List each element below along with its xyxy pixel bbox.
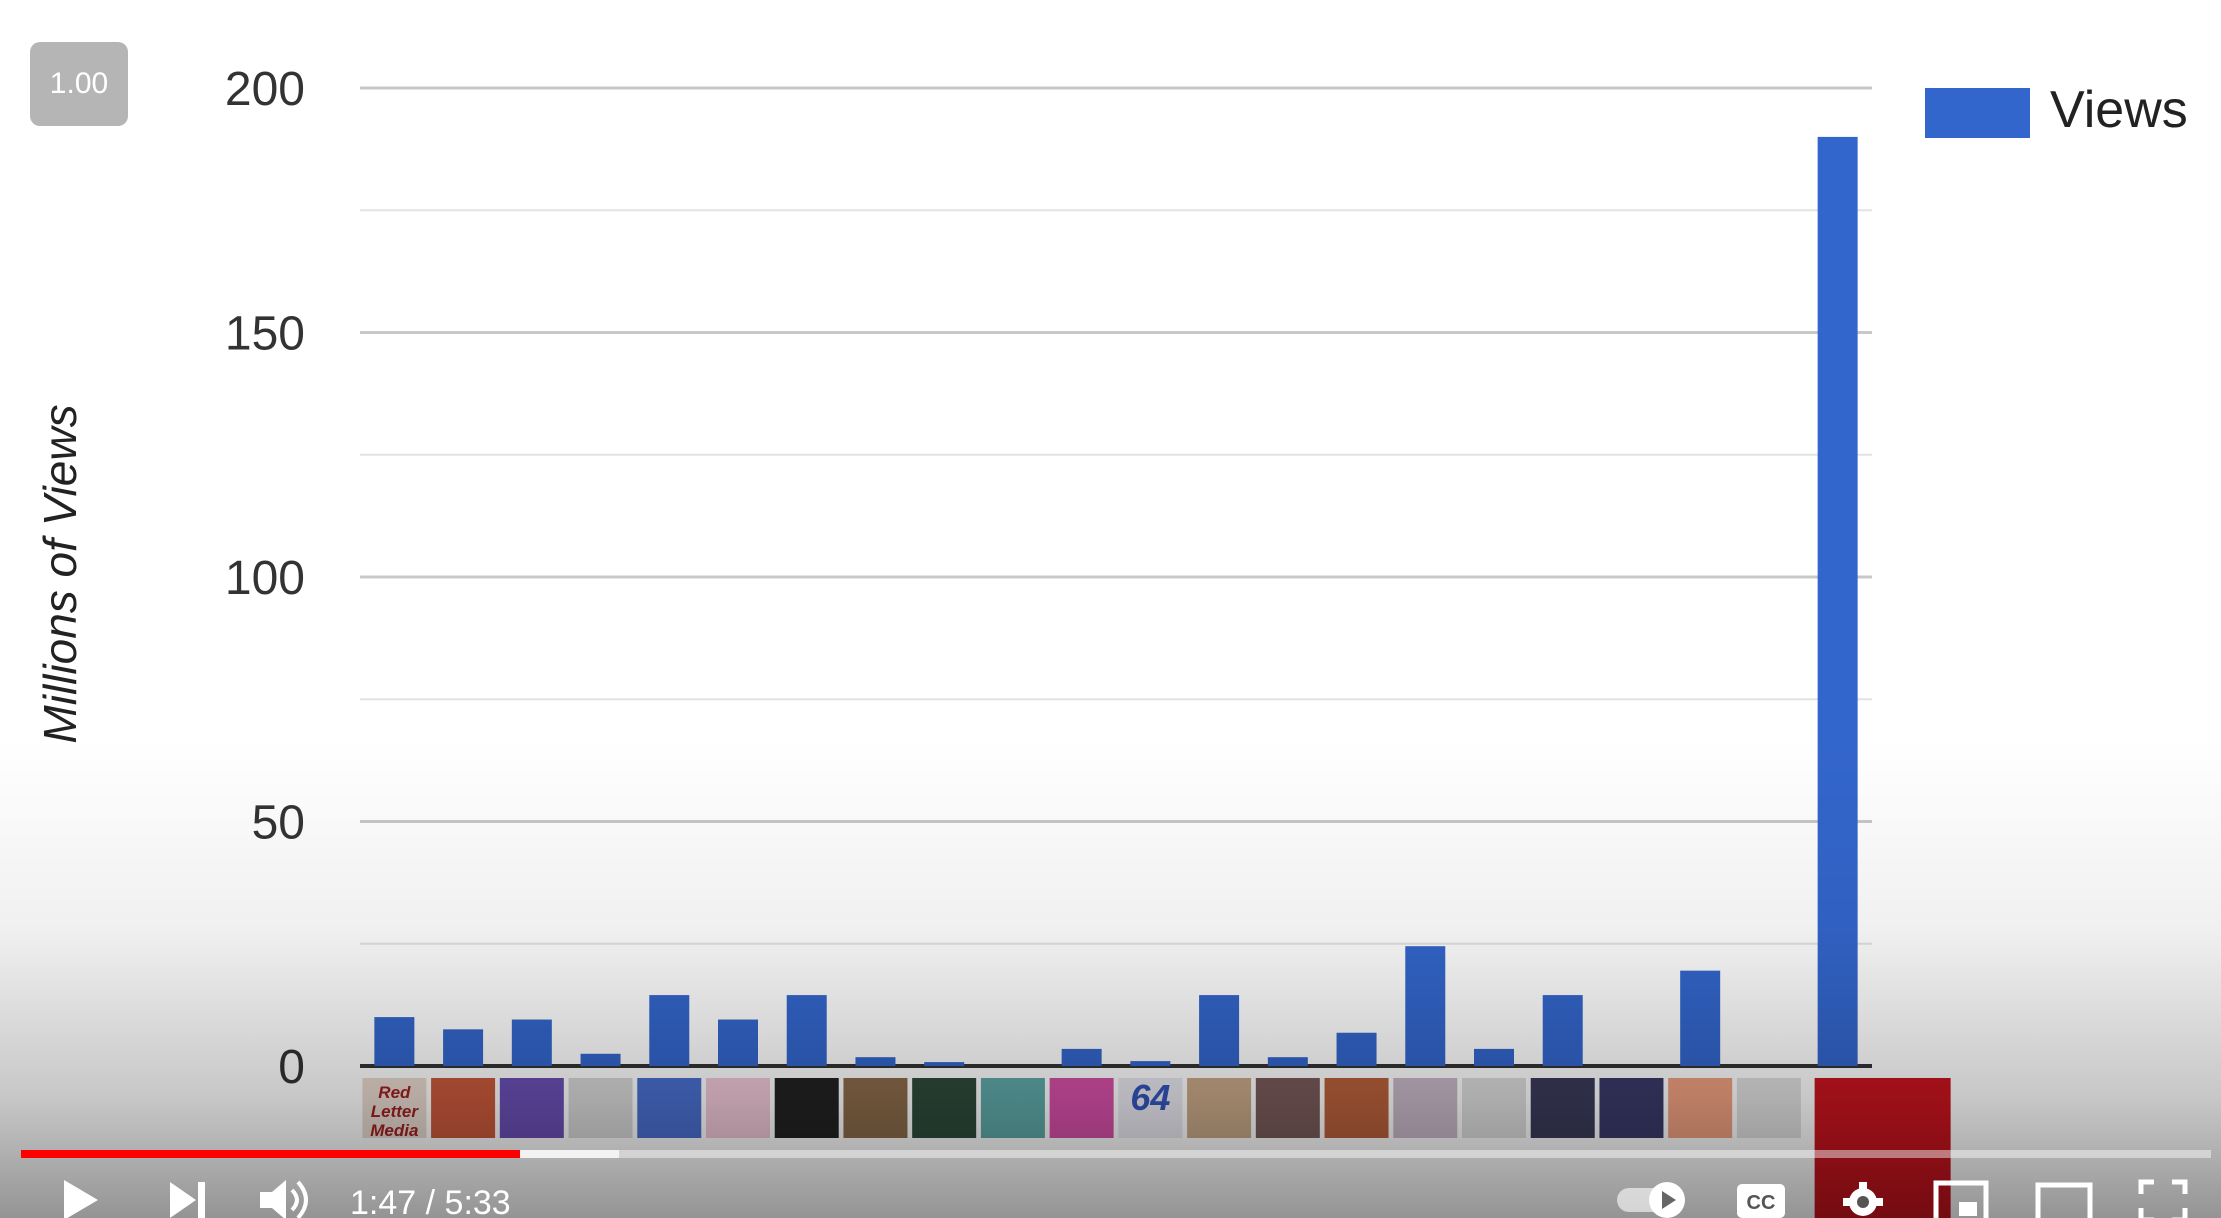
legend-label: Views xyxy=(2050,81,2188,139)
y-tick-label: 50 xyxy=(252,797,305,850)
category-label: Letter xyxy=(371,1102,420,1121)
bar xyxy=(855,1057,896,1066)
y-axis-label: Millions of Views xyxy=(34,404,86,744)
category-thumbnail xyxy=(362,1078,427,1138)
category-thumbnail xyxy=(568,1078,633,1138)
bar xyxy=(1474,1048,1514,1066)
y-tick-label: 150 xyxy=(225,308,305,361)
category-label: Red xyxy=(378,1083,411,1102)
category-label: 64 xyxy=(1130,1077,1170,1118)
settings-button[interactable] xyxy=(1840,1178,1886,1218)
bar xyxy=(1680,970,1721,1066)
time-current: 1:47 xyxy=(350,1184,417,1218)
bar xyxy=(1061,1048,1102,1066)
mute-button[interactable] xyxy=(258,1178,314,1218)
category-thumbnail xyxy=(1599,1078,1664,1138)
next-icon xyxy=(170,1182,205,1218)
play-icon xyxy=(64,1180,98,1218)
category-thumbnail xyxy=(980,1078,1045,1138)
time-separator: / xyxy=(416,1184,445,1218)
y-tick-label: 200 xyxy=(225,63,305,116)
fullscreen-button[interactable] xyxy=(2138,1178,2188,1218)
bar xyxy=(1336,1032,1377,1066)
player-controls: 1:47 / 5:33 CC xyxy=(0,1168,2221,1218)
y-tick-label: 0 xyxy=(278,1041,305,1094)
progress-played xyxy=(21,1150,521,1158)
category-thumbnail xyxy=(637,1078,702,1138)
theater-mode-button[interactable] xyxy=(2035,1178,2093,1218)
bar xyxy=(924,1062,965,1066)
category-thumbnail xyxy=(1462,1078,1526,1138)
category-thumbnail xyxy=(774,1078,839,1138)
bar xyxy=(1267,1057,1308,1066)
category-thumbnail xyxy=(1530,1078,1595,1138)
fullscreen-icon xyxy=(2138,1179,2188,1218)
bar xyxy=(1817,136,1858,1066)
bar xyxy=(374,1017,415,1066)
category-thumbnail xyxy=(843,1078,908,1138)
bar xyxy=(443,1029,484,1066)
captions-label: CC xyxy=(1747,1192,1776,1214)
miniplayer-icon xyxy=(1933,1180,1989,1218)
category-thumbnail xyxy=(1393,1078,1458,1138)
theater-mode-icon xyxy=(2035,1182,2093,1218)
bar xyxy=(786,995,827,1066)
category-thumbnail xyxy=(1736,1078,1801,1138)
category-label: Media xyxy=(370,1121,418,1140)
bar xyxy=(718,1019,758,1066)
bar xyxy=(580,1053,621,1066)
settings-icon xyxy=(1843,1182,1883,1216)
playback-speed-badge: 1.00 xyxy=(30,42,128,126)
captions-icon: CC xyxy=(1737,1184,1785,1218)
play-button[interactable] xyxy=(58,1178,102,1218)
chart-gridlines xyxy=(360,86,1872,1068)
bar xyxy=(1199,995,1240,1066)
category-thumbnail xyxy=(706,1078,770,1138)
bar xyxy=(1542,995,1583,1066)
chart-bars xyxy=(374,136,1858,1066)
category-thumbnail xyxy=(1814,1078,1951,1218)
category-thumbnail xyxy=(1324,1078,1389,1138)
volume-icon xyxy=(260,1180,308,1218)
bar xyxy=(511,1019,552,1066)
category-thumbnail xyxy=(1668,1078,1733,1138)
autoplay-toggle-icon xyxy=(1617,1182,1685,1218)
category-thumbnail xyxy=(1187,1078,1252,1138)
autoplay-toggle[interactable] xyxy=(1615,1178,1689,1218)
category-thumbnail xyxy=(499,1078,564,1138)
category-thumbnail xyxy=(431,1078,496,1138)
bar xyxy=(1405,946,1446,1066)
y-tick-label: 100 xyxy=(225,552,305,605)
category-thumbnail xyxy=(1049,1078,1114,1138)
category-thumbnail xyxy=(1118,1078,1183,1138)
captions-button[interactable]: CC xyxy=(1735,1178,1787,1218)
category-thumbnail xyxy=(1255,1078,1320,1138)
bar xyxy=(649,995,690,1066)
y-axis-ticks: 0 50 100 150 200 xyxy=(225,63,305,1094)
category-thumbnail xyxy=(912,1078,977,1138)
legend-swatch xyxy=(1925,88,2030,138)
next-button[interactable] xyxy=(166,1178,210,1218)
progress-bar[interactable] xyxy=(21,1150,2211,1158)
miniplayer-button[interactable] xyxy=(1933,1178,1989,1218)
bar xyxy=(1130,1061,1171,1066)
time-display: 1:47 / 5:33 xyxy=(350,1184,511,1218)
time-total: 5:33 xyxy=(444,1184,511,1218)
